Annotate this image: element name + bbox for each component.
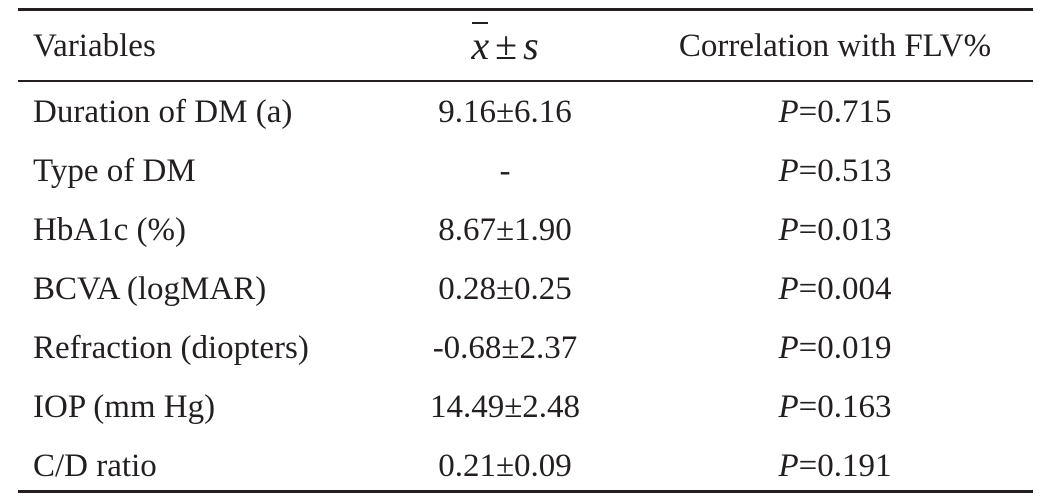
row-variable: BCVA (logMAR) — [33, 271, 267, 307]
table-row: IOP (mm Hg) 14.49±2.48 P=0.163 — [0, 377, 1040, 437]
row-variable: Refraction (diopters) — [33, 330, 309, 366]
table-row: Type of DM - P=0.513 — [0, 141, 1040, 201]
table-row: BCVA (logMAR) 0.28±0.25 P=0.004 — [0, 259, 1040, 319]
p-label: P — [778, 94, 799, 130]
p-number: =0.513 — [798, 153, 892, 189]
row-variable: IOP (mm Hg) — [33, 389, 216, 425]
row-p-value: P=0.513 — [640, 141, 1030, 201]
row-value: 8.67±1.90 — [438, 212, 572, 248]
p-number: =0.004 — [798, 271, 892, 307]
table-row: Refraction (diopters) -0.68±2.37 P=0.019 — [0, 318, 1040, 378]
row-p-value: P=0.163 — [640, 377, 1030, 437]
row-variable: Duration of DM (a) — [33, 94, 293, 130]
sd-symbol: s — [523, 23, 539, 68]
row-value: -0.68±2.37 — [432, 330, 578, 366]
p-label: P — [778, 271, 799, 307]
p-label: P — [778, 212, 799, 248]
top-rule — [18, 8, 1033, 11]
mean-symbol: x — [471, 8, 489, 84]
header-correlation: Correlation with FLV% — [678, 28, 992, 64]
p-number: =0.013 — [798, 212, 892, 248]
row-value: 0.28±0.25 — [438, 271, 572, 307]
p-label: P — [778, 389, 799, 425]
bottom-rule — [18, 490, 1033, 493]
p-label: P — [778, 153, 799, 189]
row-variable: HbA1c (%) — [33, 212, 187, 248]
header-mean-sd: x ± s — [380, 8, 630, 80]
row-value: 14.49±2.48 — [429, 389, 581, 425]
p-number: =0.163 — [798, 389, 892, 425]
p-number: =0.019 — [798, 330, 892, 366]
plus-minus-symbol: ± — [495, 23, 518, 68]
row-p-value: P=0.715 — [640, 82, 1030, 142]
row-p-value: P=0.191 — [640, 436, 1030, 496]
table-row: Duration of DM (a) 9.16±6.16 P=0.715 — [0, 82, 1040, 142]
header-variables: Variables — [33, 28, 156, 64]
row-value: 0.21±0.09 — [438, 448, 572, 484]
p-number: =0.191 — [798, 448, 892, 484]
row-value: - — [499, 153, 511, 189]
row-value: 9.16±6.16 — [438, 94, 572, 130]
row-p-value: P=0.004 — [640, 259, 1030, 319]
row-variable: Type of DM — [33, 153, 196, 189]
p-label: P — [778, 448, 799, 484]
row-variable: C/D ratio — [33, 448, 157, 484]
p-number: =0.715 — [798, 94, 892, 130]
table-row: HbA1c (%) 8.67±1.90 P=0.013 — [0, 200, 1040, 260]
table-row: C/D ratio 0.21±0.09 P=0.191 — [0, 436, 1040, 496]
row-p-value: P=0.013 — [640, 200, 1030, 260]
header-rule — [18, 80, 1033, 82]
header-row: Variables x ± s Correlation with FLV% — [0, 8, 1040, 68]
row-p-value: P=0.019 — [640, 318, 1030, 378]
p-label: P — [778, 330, 799, 366]
